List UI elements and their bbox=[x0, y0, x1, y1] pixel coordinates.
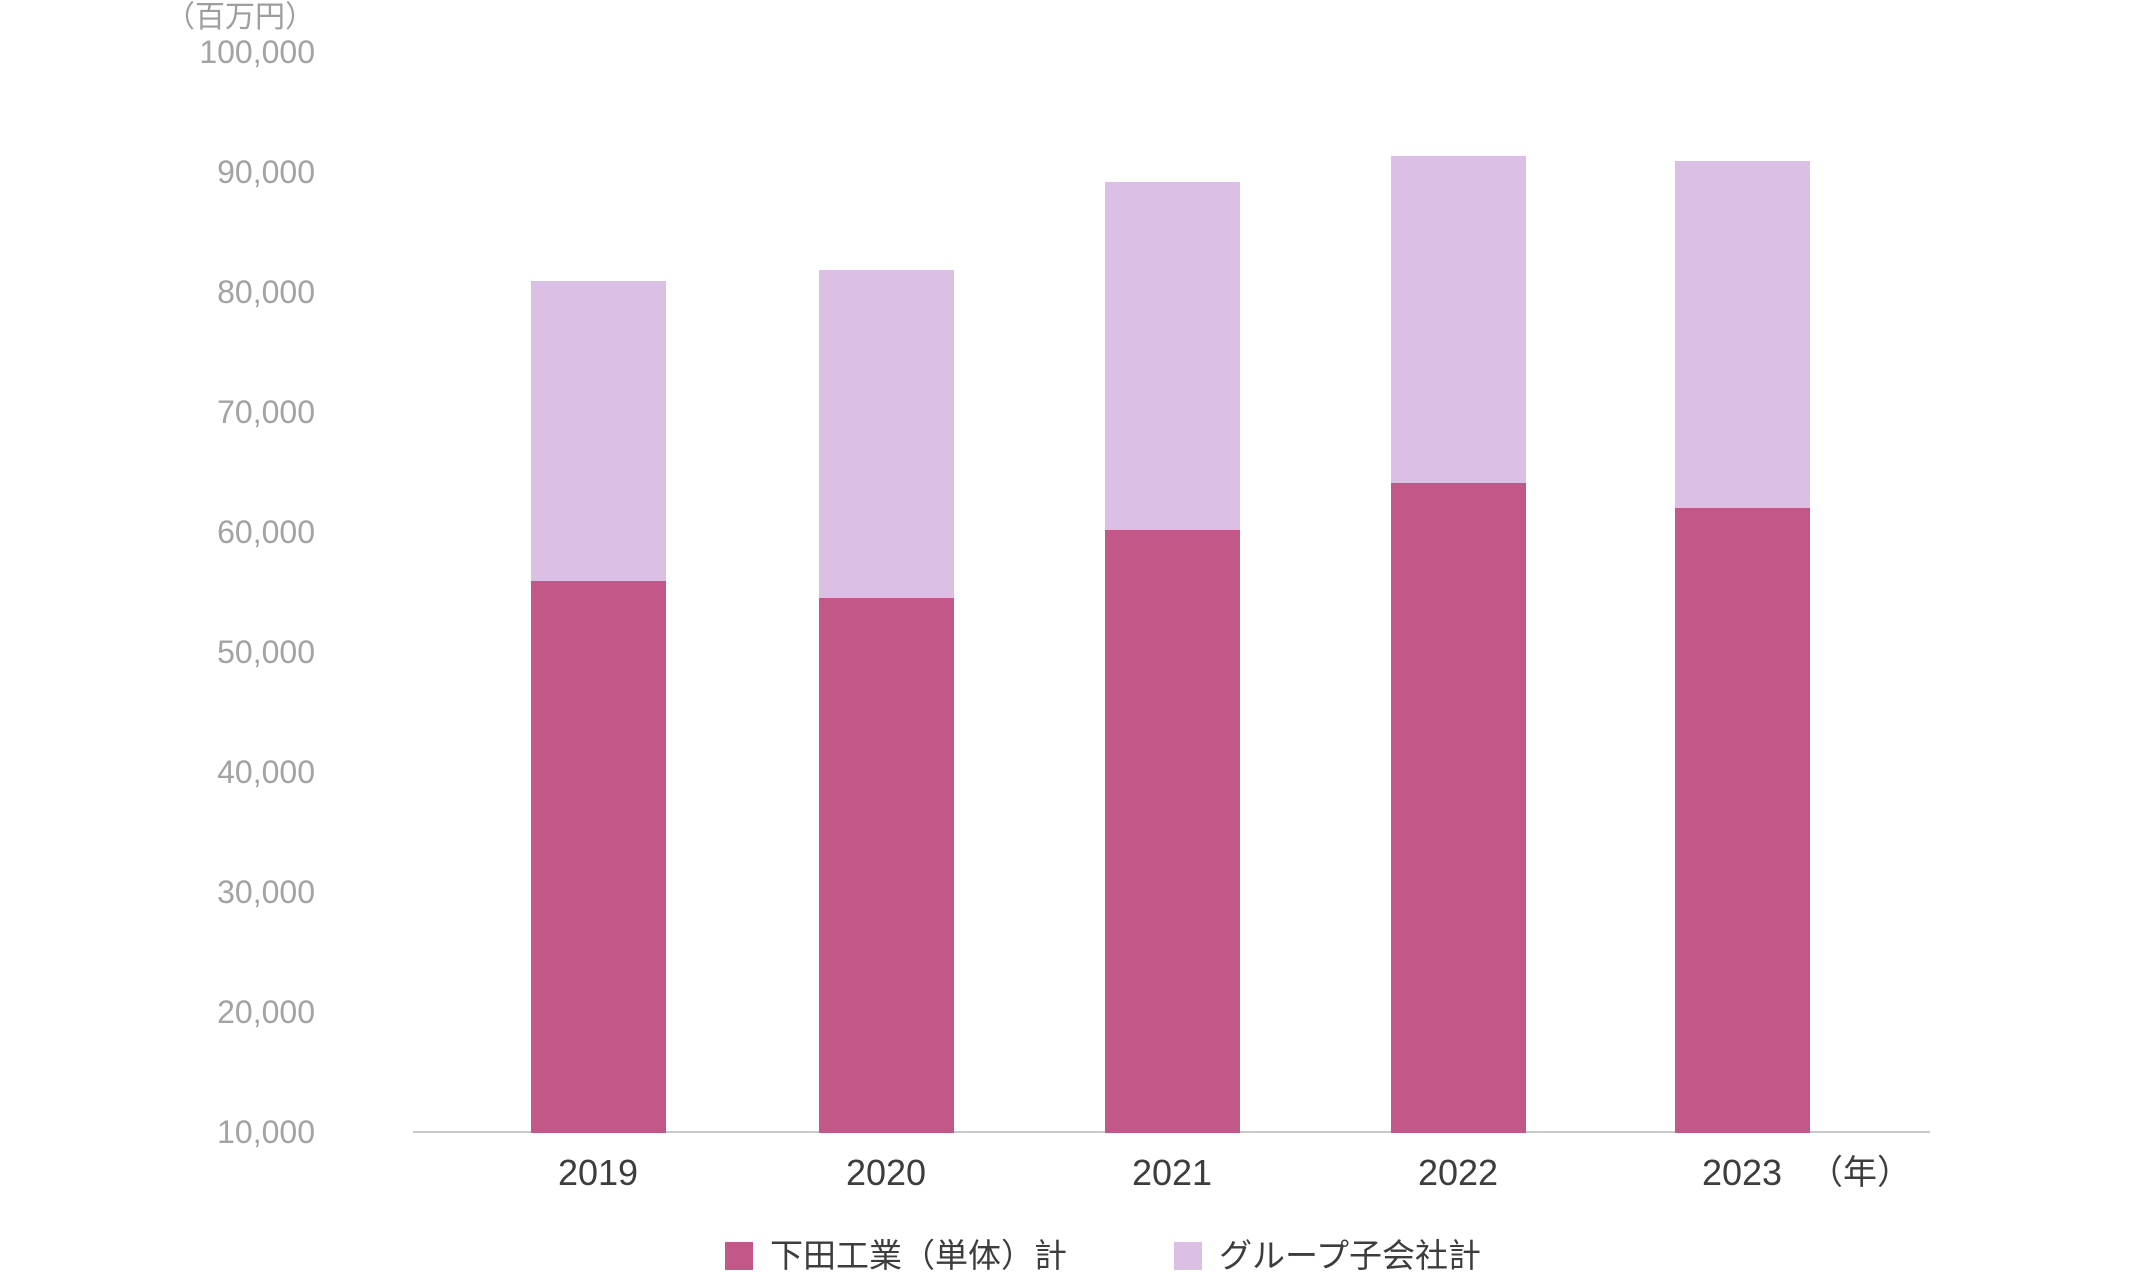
y-tick-label: 20,000 bbox=[217, 994, 315, 1030]
bar-segment-group-subsidiaries bbox=[818, 270, 954, 598]
legend-item: 下田工業（単体）計 bbox=[725, 1239, 1067, 1272]
y-tick-label: 90,000 bbox=[217, 154, 315, 190]
legend-swatch-parent-company bbox=[725, 1242, 753, 1270]
bar-segment-parent-company bbox=[818, 598, 954, 1133]
legend-swatch-group-subsidiaries bbox=[1174, 1242, 1202, 1270]
legend-label: グループ子会社計 bbox=[1219, 1237, 1482, 1272]
y-tick-label: 40,000 bbox=[217, 754, 315, 790]
bar-segment-group-subsidiaries bbox=[1104, 181, 1240, 530]
y-tick-label: 30,000 bbox=[217, 874, 315, 910]
y-tick-label: 10,000 bbox=[217, 1114, 315, 1150]
bar-segment-parent-company bbox=[1674, 508, 1810, 1133]
bar-segment-group-subsidiaries bbox=[1390, 156, 1526, 483]
y-tick-label: 60,000 bbox=[217, 514, 315, 550]
bar-segment-group-subsidiaries bbox=[1674, 161, 1810, 508]
chart-legend: 下田工業（単体）計 グループ子会社計 bbox=[725, 1239, 1481, 1272]
y-axis-unit-label: （百万円） bbox=[165, 1, 315, 34]
y-tick-label: 100,000 bbox=[199, 34, 315, 70]
y-tick-label: 70,000 bbox=[217, 394, 315, 430]
y-tick-label: 50,000 bbox=[217, 634, 315, 670]
bar-segment-group-subsidiaries bbox=[530, 281, 666, 582]
legend-label: 下田工業（単体）計 bbox=[770, 1237, 1067, 1272]
bar-segment-parent-company bbox=[1104, 529, 1240, 1133]
bar-segment-parent-company bbox=[530, 581, 666, 1133]
legend-item: グループ子会社計 bbox=[1174, 1239, 1481, 1272]
x-tick-label: 2023 bbox=[1701, 1152, 1783, 1193]
x-tick-label: 2020 bbox=[845, 1152, 927, 1193]
bar-segment-parent-company bbox=[1390, 482, 1526, 1133]
x-tick-label: 2022 bbox=[1417, 1152, 1499, 1193]
x-tick-label: 2021 bbox=[1131, 1152, 1213, 1193]
y-tick-label: 80,000 bbox=[217, 274, 315, 310]
x-tick-label: 2019 bbox=[557, 1152, 639, 1193]
x-axis-unit-label: （年） bbox=[1809, 1154, 1911, 1192]
